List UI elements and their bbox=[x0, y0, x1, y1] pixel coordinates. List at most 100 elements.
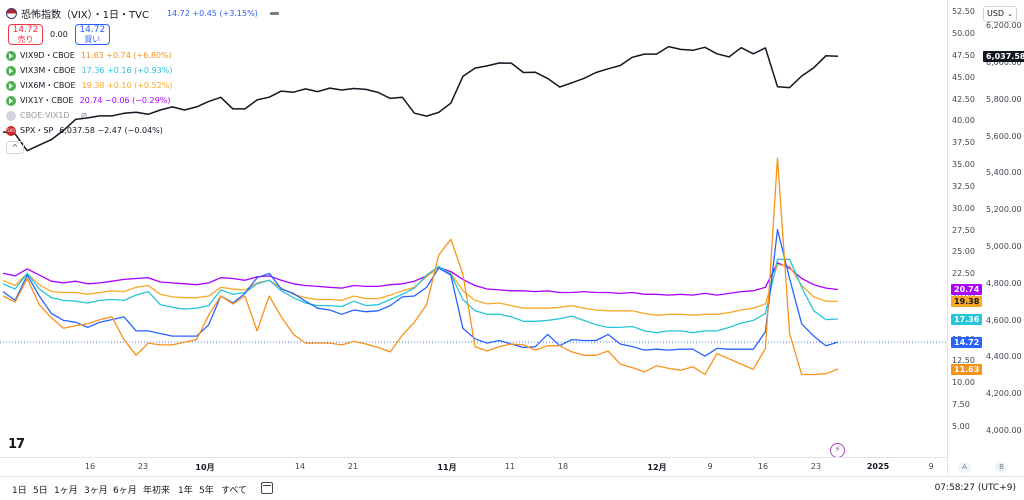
time-axis-label: 16 bbox=[84, 462, 96, 471]
time-axis-label: 12月 bbox=[647, 463, 667, 472]
visibility-icon[interactable] bbox=[6, 95, 16, 106]
calendar-icon[interactable] bbox=[261, 482, 273, 494]
chart-pane[interactable]: 恐怖指数（VIX）・1日・TVC 14.72 +0.45 (+3.15%) 14… bbox=[0, 0, 947, 475]
price-tag-vix3m: 17.36 bbox=[951, 313, 983, 325]
series-line-vix1y[interactable] bbox=[2, 262, 839, 296]
log-scale-button[interactable]: B bbox=[995, 462, 1008, 473]
series-value: 17.36 +0.16 (+0.93%) bbox=[81, 66, 173, 75]
right-axis-tick: 5,200.00 bbox=[986, 205, 1022, 215]
left-axis-tick: 5.00 bbox=[952, 421, 970, 431]
lightning-icon[interactable]: ⚡ bbox=[830, 443, 845, 458]
time-axis-label: 21 bbox=[347, 462, 359, 471]
time-axis-label: 11 bbox=[504, 462, 516, 471]
range-6m-button[interactable]: 6ヶ月 bbox=[113, 486, 137, 496]
eye-off-icon[interactable]: ⊘ bbox=[80, 111, 88, 120]
sell-button[interactable]: 14.72 売り bbox=[8, 24, 43, 45]
buy-label: 買い bbox=[84, 35, 101, 44]
series-value: 20.74 −0.06 (−0.29%) bbox=[79, 96, 171, 105]
right-axis-tick: 4,200.00 bbox=[986, 389, 1022, 399]
symbol-title[interactable]: 恐怖指数（VIX）・1日・TVC bbox=[21, 9, 149, 21]
spread-value: 0.00 bbox=[50, 30, 68, 39]
main-symbol-row[interactable]: 恐怖指数（VIX）・1日・TVC 14.72 +0.45 (+3.15%) bbox=[6, 6, 279, 21]
visibility-icon[interactable] bbox=[6, 80, 16, 91]
left-axis-tick: 37.50 bbox=[952, 138, 975, 148]
series-name: SPX・SP bbox=[20, 126, 54, 135]
time-axis-label: 18 bbox=[557, 462, 569, 471]
right-axis-tick: 6,000.00 bbox=[986, 58, 1022, 68]
time-axis-label: 16 bbox=[757, 462, 769, 471]
us-flag-icon bbox=[6, 7, 17, 19]
right-axis-tick: 4,800.00 bbox=[986, 278, 1022, 288]
visibility-icon[interactable] bbox=[6, 50, 16, 61]
range-5d-button[interactable]: 5日 bbox=[33, 486, 48, 496]
series-row-vix6m[interactable]: VIX6M・CBOE 19.38 +0.10 (+0.52%) bbox=[6, 78, 279, 93]
range-1y-button[interactable]: 1年 bbox=[178, 486, 193, 496]
left-axis-tick: 32.50 bbox=[952, 181, 975, 191]
range-1d-button[interactable]: 1日 bbox=[12, 486, 27, 496]
currency-label: USD bbox=[987, 9, 1005, 18]
range-5y-button[interactable]: 5年 bbox=[199, 486, 214, 496]
range-1m-button[interactable]: 1ヶ月 bbox=[54, 486, 78, 496]
auto-scale-button[interactable]: A bbox=[958, 462, 971, 473]
right-axis-tick: 5,600.00 bbox=[986, 131, 1022, 141]
left-axis-tick: 52.50 bbox=[952, 7, 975, 17]
series-row-spx[interactable]: 500 SPX・SP 6,037.58 −2.47 (−0.04%) bbox=[6, 123, 279, 138]
time-axis-label: 14 bbox=[294, 462, 306, 471]
series-row-vix1y[interactable]: VIX1Y・CBOE 20.74 −0.06 (−0.29%) bbox=[6, 93, 279, 108]
series-name: VIX6M・CBOE bbox=[20, 81, 76, 90]
range-ytd-button[interactable]: 年初来 bbox=[143, 486, 171, 496]
right-axis-tick: 4,600.00 bbox=[986, 315, 1022, 325]
clock-display[interactable]: 07:58:27 (UTC+9) bbox=[934, 483, 1016, 493]
left-axis-tick: 27.50 bbox=[952, 225, 975, 235]
series-line-vix[interactable] bbox=[2, 229, 839, 357]
price-axis[interactable]: 52.50 50.00 47.50 45.00 42.50 40.00 37.50 35.00… bbox=[947, 0, 1024, 475]
range-3m-button[interactable]: 3ヶ月 bbox=[84, 486, 108, 496]
price-tag-spx: 6,037.58 bbox=[983, 50, 1024, 62]
chevron-down-icon: ⌄ bbox=[1007, 10, 1013, 18]
left-axis-tick: 47.50 bbox=[952, 51, 975, 60]
series-row-vix1d[interactable]: CBOE:VIX1D ⊘ bbox=[6, 108, 279, 123]
left-axis-tick: 42.50 bbox=[952, 94, 975, 104]
trade-panel: 14.72 売り 0.00 14.72 買い bbox=[8, 24, 279, 45]
series-value: 11.63 +0.74 (+6.80%) bbox=[80, 51, 172, 60]
series-line-spx[interactable] bbox=[2, 45, 839, 152]
left-axis-tick: 12.50 bbox=[952, 356, 975, 366]
tradingview-logo[interactable]: 17 bbox=[8, 437, 25, 452]
series-line-vix6m[interactable] bbox=[2, 263, 839, 316]
currency-select[interactable]: USD ⌄ bbox=[983, 6, 1017, 22]
minimize-icon[interactable] bbox=[269, 11, 279, 15]
left-axis-tick: 35.00 bbox=[952, 160, 975, 170]
right-axis-tick: 4,400.00 bbox=[986, 352, 1022, 362]
time-axis-label: 23 bbox=[137, 462, 149, 471]
collapse-legend-button[interactable]: ^ bbox=[6, 141, 24, 154]
series-row-vix9d[interactable]: VIX9D・CBOE 11.63 +0.74 (+6.80%) bbox=[6, 48, 279, 63]
left-axis-tick: 50.00 bbox=[952, 29, 975, 39]
left-axis-tick: 30.00 bbox=[952, 203, 975, 213]
time-axis[interactable]: 16 23 10月 14 21 11月 11 18 12月 9 16 23 2025 9 bbox=[0, 457, 947, 475]
series-name: VIX3M・CBOE bbox=[20, 66, 76, 75]
range-all-button[interactable]: すべて bbox=[221, 486, 248, 496]
right-axis-tick: 5,400.00 bbox=[986, 168, 1022, 178]
visibility-icon[interactable] bbox=[6, 65, 16, 76]
series-line-vix9d[interactable] bbox=[2, 157, 839, 376]
series-name: VIX9D・CBOE bbox=[20, 51, 75, 60]
sell-price: 14.72 bbox=[12, 25, 39, 35]
hidden-series-icon[interactable] bbox=[6, 110, 16, 121]
symbol-value: 14.72 +0.45 (+3.15%) bbox=[166, 8, 258, 18]
time-axis-label: 23 bbox=[810, 462, 822, 471]
series-name: CBOE:VIX1D bbox=[20, 111, 70, 120]
bottom-toolbar: 1日 5日 1ヶ月 3ヶ月 6ヶ月 年初来 1年 5年 すべて 07:58:27… bbox=[0, 476, 1024, 500]
left-axis-tick: 7.50 bbox=[952, 400, 970, 410]
series-line-vix3m[interactable] bbox=[2, 258, 839, 334]
time-axis-label: 2025 bbox=[866, 462, 890, 471]
series-row-vix3m[interactable]: VIX3M・CBOE 17.36 +0.16 (+0.93%) bbox=[6, 63, 279, 78]
buy-button[interactable]: 14.72 買い bbox=[74, 24, 110, 45]
series-name: VIX1Y・CBOE bbox=[20, 96, 74, 105]
left-axis-tick: 10.00 bbox=[952, 378, 975, 388]
chart-plot[interactable] bbox=[0, 0, 947, 457]
spx-icon: 500 bbox=[6, 125, 16, 136]
chart-legend: 恐怖指数（VIX）・1日・TVC 14.72 +0.45 (+3.15%) 14… bbox=[6, 6, 279, 154]
series-value: 6,037.58 −2.47 (−0.04%) bbox=[59, 126, 163, 135]
price-tag-vix9d: 11.63 bbox=[951, 363, 983, 375]
left-axis-tick: 20.00 bbox=[952, 291, 975, 300]
